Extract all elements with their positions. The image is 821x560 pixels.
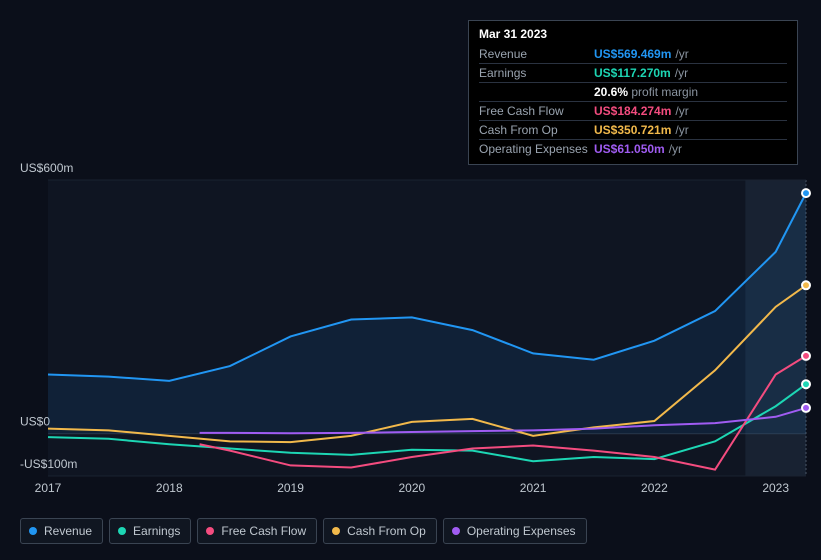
tooltip-margin: 20.6% profit margin	[594, 83, 787, 102]
svg-text:2023: 2023	[762, 481, 789, 495]
tooltip-label: Free Cash Flow	[479, 102, 594, 121]
tooltip-value: US$61.050m/yr	[594, 140, 787, 159]
svg-text:2021: 2021	[520, 481, 547, 495]
tooltip-label	[479, 83, 594, 102]
tooltip-row-opex: Operating ExpensesUS$61.050m/yr	[479, 140, 787, 159]
chart-legend: Revenue Earnings Free Cash Flow Cash From O…	[20, 518, 587, 544]
svg-text:US$0: US$0	[20, 415, 50, 429]
tooltip-label: Earnings	[479, 64, 594, 83]
tooltip-value: US$569.469m/yr	[594, 45, 787, 64]
chart-container: US$600m US$0 -US$100m 2017 2018 2019 2020 2021 2…	[0, 0, 821, 560]
tooltip-row-cfo: Cash From OpUS$350.721m/yr	[479, 121, 787, 140]
tooltip-value: US$117.270m/yr	[594, 64, 787, 83]
legend-item-earnings[interactable]: Earnings	[109, 518, 191, 544]
legend-label: Earnings	[133, 524, 180, 538]
svg-text:-US$100m: -US$100m	[20, 457, 77, 471]
tooltip-row-margin: 20.6% profit margin	[479, 83, 787, 102]
legend-dot-icon	[29, 527, 37, 535]
tooltip-label: Operating Expenses	[479, 140, 594, 159]
legend-item-opex[interactable]: Operating Expenses	[443, 518, 587, 544]
legend-label: Operating Expenses	[467, 524, 576, 538]
svg-text:2020: 2020	[398, 481, 425, 495]
tooltip-label: Cash From Op	[479, 121, 594, 140]
legend-label: Free Cash Flow	[221, 524, 306, 538]
legend-dot-icon	[118, 527, 126, 535]
svg-text:2022: 2022	[641, 481, 668, 495]
legend-item-fcf[interactable]: Free Cash Flow	[197, 518, 317, 544]
svg-text:US$600m: US$600m	[20, 161, 73, 175]
tooltip-date: Mar 31 2023	[479, 25, 787, 45]
tooltip-row-fcf: Free Cash FlowUS$184.274m/yr	[479, 102, 787, 121]
svg-text:2019: 2019	[277, 481, 304, 495]
tooltip-value: US$184.274m/yr	[594, 102, 787, 121]
legend-label: Cash From Op	[347, 524, 426, 538]
tooltip-row-earnings: EarningsUS$117.270m/yr	[479, 64, 787, 83]
tooltip-row-revenue: RevenueUS$569.469m/yr	[479, 45, 787, 64]
legend-item-cfo[interactable]: Cash From Op	[323, 518, 437, 544]
legend-label: Revenue	[44, 524, 92, 538]
tooltip-label: Revenue	[479, 45, 594, 64]
legend-dot-icon	[332, 527, 340, 535]
tooltip-value: US$350.721m/yr	[594, 121, 787, 140]
chart-tooltip: Mar 31 2023 RevenueUS$569.469m/yrEarning…	[468, 20, 798, 165]
tooltip-table: RevenueUS$569.469m/yrEarningsUS$117.270m…	[479, 45, 787, 158]
svg-text:2018: 2018	[156, 481, 183, 495]
legend-dot-icon	[206, 527, 214, 535]
legend-item-revenue[interactable]: Revenue	[20, 518, 103, 544]
legend-dot-icon	[452, 527, 460, 535]
svg-text:2017: 2017	[35, 481, 62, 495]
